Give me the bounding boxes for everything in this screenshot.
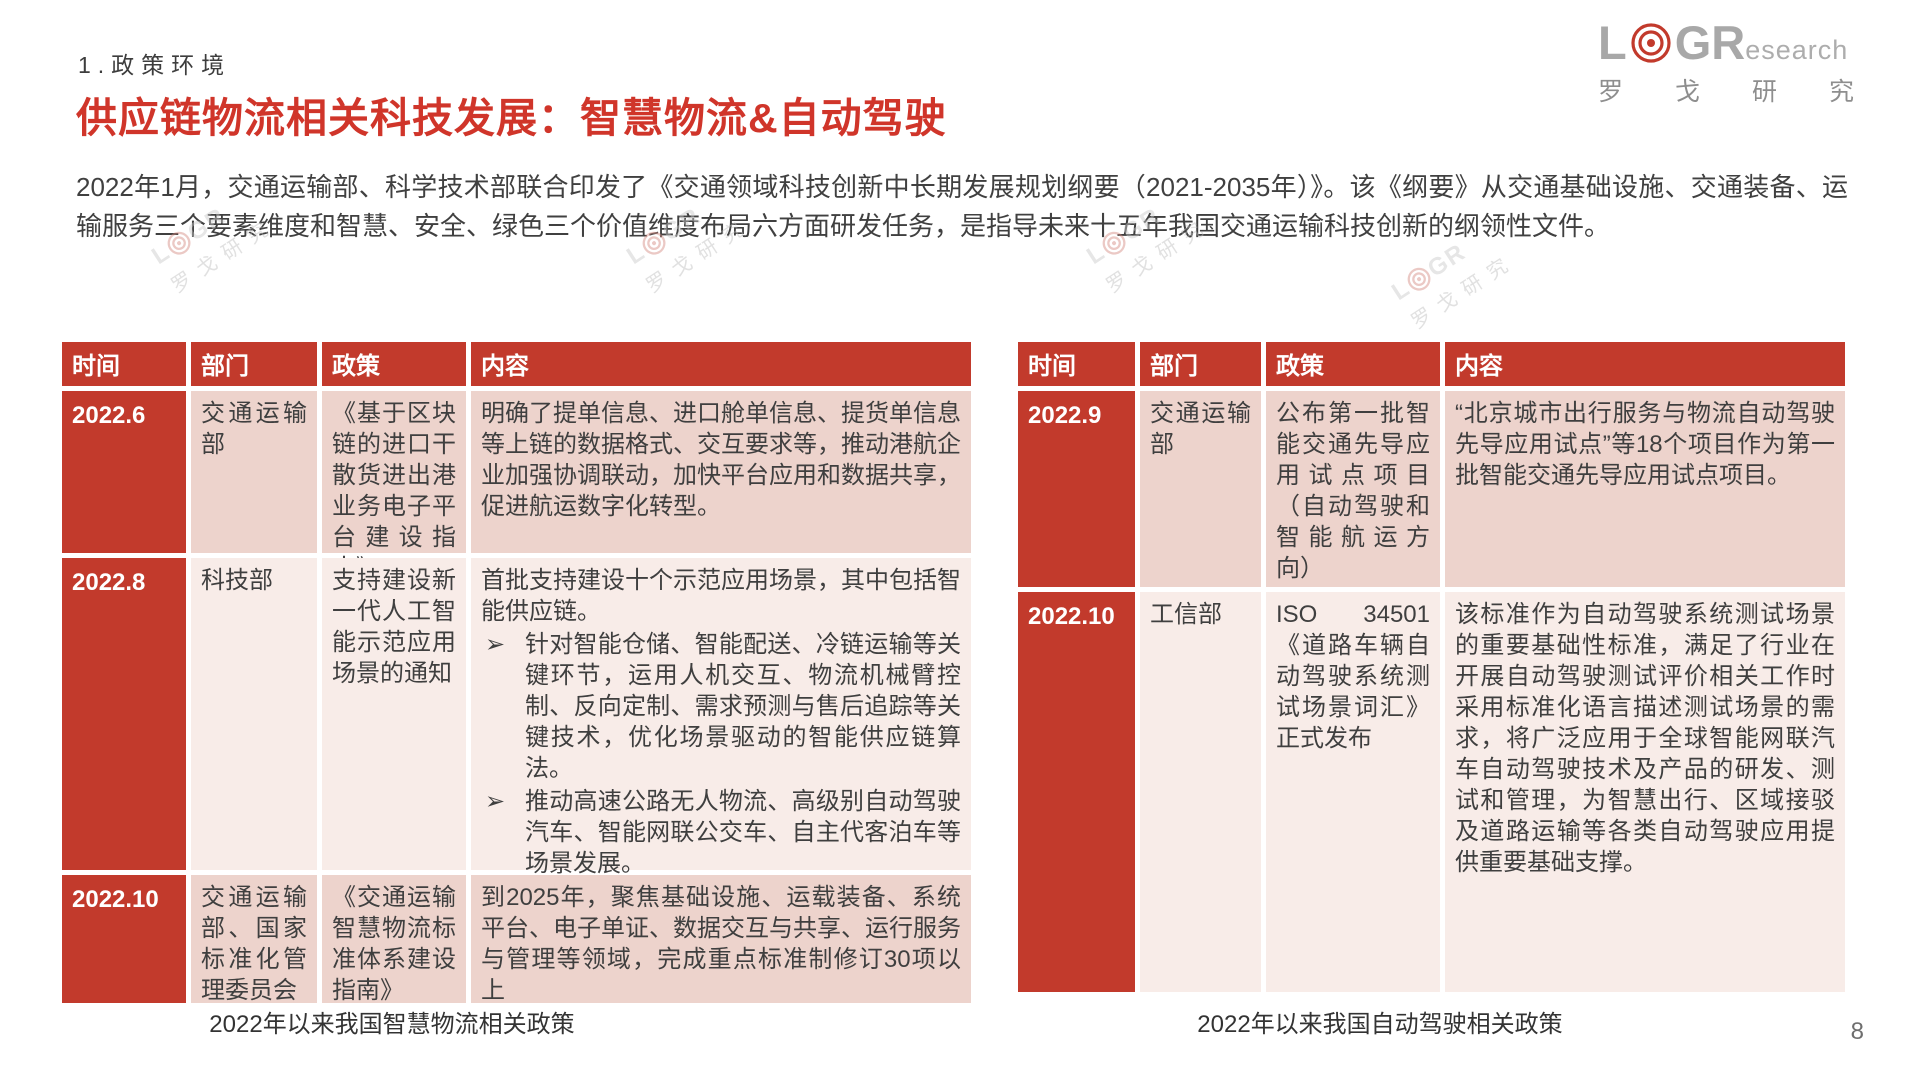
table-caption-autonomous-driving: 2022年以来我国自动驾驶相关政策 (1197, 1011, 1563, 1038)
department-cell: 工信部 (1140, 592, 1261, 992)
content-bullet-item: ➢ 针对智能仓储、智能配送、冷链运输等关键环节，运用人机交互、物流机械臂控制、反向… (481, 629, 961, 784)
department-cell: 交通运输部、国家标准化管理委员会 (191, 875, 317, 1004)
department-cell: 交通运输部 (191, 391, 317, 553)
policy-cell: 《交通运输智慧物流标准体系建设指南》 (322, 875, 466, 1004)
column-header: 部门 (191, 342, 317, 386)
bullet-marker: ➢ (485, 631, 506, 658)
intro-paragraph: 2022年1月，交通运输部、科学技术部联合印发了《交通领域科技创新中长期发展规划… (76, 172, 1848, 241)
policy-table-autonomous-driving: 时间 部门 政策 内容 2022.9 交通运输部 公布第一批智能交通先导应用试点项目（自动驾… (1018, 342, 1845, 992)
watermark-letter-l: L (1387, 275, 1415, 306)
column-header: 政策 (322, 342, 466, 386)
content-text: 到2025年，聚焦基础设施、运载装备、系统平台、电子单证、数据交互与共享、运行服… (481, 884, 961, 1004)
policy-cell: 公布第一批智能交通先导应用试点项目（自动驾驶和智能航运方向） (1266, 391, 1440, 587)
column-header: 部门 (1140, 342, 1261, 386)
watermark-rings-icon (1407, 267, 1431, 291)
logo: L G R esearch 罗戈研究 (1598, 18, 1864, 108)
policy-cell: 支持建设新一代人工智能示范应用场景的通知 (322, 558, 466, 870)
logo-letter-r: R (1711, 16, 1746, 69)
bullet-text: 针对智能仓储、智能配送、冷链运输等关键环节，运用人机交互、物流机械臂控制、反向定… (525, 631, 961, 782)
content-bullet-item: ➢ 推动高速公路无人物流、高级别自动驾驶汽车、智能网联公交车、自主代客泊车等场景发… (481, 786, 961, 879)
content-cell: 首批支持建设十个示范应用场景，其中包括智能供应链。 ➢ 针对智能仓储、智能配送、冷链… (471, 558, 971, 877)
department-cell: 交通运输部 (1140, 391, 1261, 587)
logo-letter-g: G (1674, 16, 1712, 69)
content-text: 首批支持建设十个示范应用场景，其中包括智能供应链。 (481, 567, 961, 625)
time-cell: 2022.10 (62, 875, 186, 1003)
logo-letter-l: L (1598, 16, 1627, 69)
content-cell: “北京城市出行服务与物流自动驾驶先导应用试点”等18个项目作为第一批智能交通先导… (1445, 391, 1845, 587)
time-cell: 2022.6 (62, 391, 186, 553)
time-cell: 2022.9 (1018, 391, 1135, 587)
logo-suffix: esearch (1745, 35, 1849, 65)
section-label: 1.政策环境 (78, 52, 232, 78)
logo-wordmark: L G R esearch (1598, 18, 1864, 68)
department-cell: 科技部 (191, 558, 317, 870)
column-header: 时间 (1018, 342, 1135, 386)
content-cell: 到2025年，聚焦基础设施、运载装备、系统平台、电子单证、数据交互与共享、运行服… (471, 875, 971, 1004)
content-cell: 明确了提单信息、进口舱单信息、提货单信息等上链的数据格式、交互要求等，推动港航企… (471, 391, 971, 553)
column-header: 时间 (62, 342, 186, 386)
bullet-text: 推动高速公路无人物流、高级别自动驾驶汽车、智能网联公交车、自主代客泊车等场景发展… (525, 788, 961, 877)
time-cell: 2022.8 (62, 558, 186, 870)
content-cell: 该标准作为自动驾驶系统测试场景的重要基础性标准，满足了行业在开展自动驾驶测试评价… (1445, 592, 1845, 992)
logo-chinese-name: 罗戈研究 (1598, 78, 1907, 106)
page-title: 供应链物流相关科技发展：智慧物流&自动驾驶 (76, 95, 947, 141)
policy-cell: ISO 34501《道路车辆自动驾驶系统测试场景词汇》正式发布 (1266, 592, 1440, 992)
logo-target-icon (1631, 23, 1671, 63)
table-caption-smart-logistics: 2022年以来我国智慧物流相关政策 (209, 1011, 575, 1038)
content-text: “北京城市出行服务与物流自动驾驶先导应用试点”等18个项目作为第一批智能交通先导… (1455, 400, 1835, 489)
policy-cell: 《基于区块链的进口干散货进出港业务电子平台建设指南》 (322, 391, 466, 582)
policy-table-smart-logistics: 时间 部门 政策 内容 2022.6 交通运输部 《基于区块链的进口干散货进出港业务电子平台… (62, 342, 971, 1004)
page-number: 8 (1850, 1018, 1864, 1045)
time-cell: 2022.10 (1018, 592, 1135, 992)
column-header: 内容 (1445, 342, 1845, 386)
column-header: 政策 (1266, 342, 1440, 386)
column-header: 内容 (471, 342, 971, 386)
bullet-marker: ➢ (485, 788, 506, 815)
content-text: 该标准作为自动驾驶系统测试场景的重要基础性标准，满足了行业在开展自动驾驶测试评价… (1455, 601, 1835, 876)
content-text: 明确了提单信息、进口舱单信息、提货单信息等上链的数据格式、交互要求等，推动港航企… (481, 400, 961, 520)
